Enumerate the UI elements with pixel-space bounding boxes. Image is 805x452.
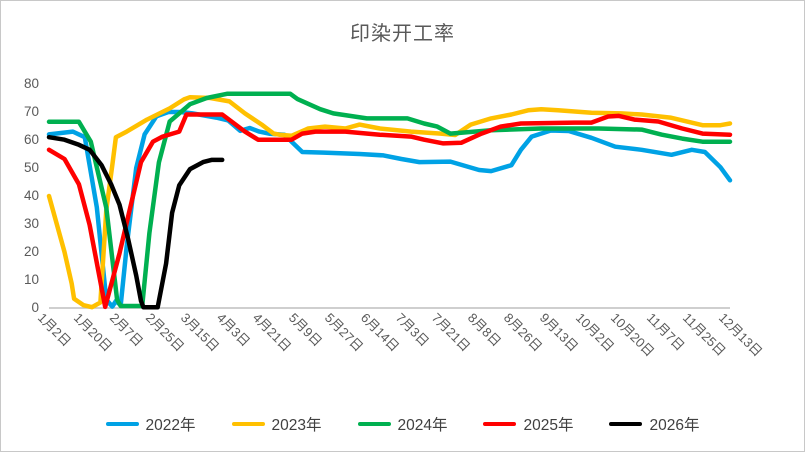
legend-label: 2026年 xyxy=(649,417,700,434)
y-axis-label: 50 xyxy=(23,160,39,175)
y-axis-label: 20 xyxy=(23,244,39,259)
legend: 2022年 2023年 2024年 2025年 2026年 xyxy=(1,408,804,440)
y-axis-label: 70 xyxy=(23,104,39,119)
legend-label: 2022年 xyxy=(145,417,196,434)
series-line-2026年 xyxy=(46,134,225,310)
y-axis-label: 80 xyxy=(23,76,39,91)
legend-item-2022年: 2022年 xyxy=(105,413,196,435)
legend-item-2026年: 2026年 xyxy=(609,413,699,435)
legend-label: 2025年 xyxy=(523,417,574,434)
legend-label: 2024年 xyxy=(397,417,448,434)
legend-item-2024年: 2024年 xyxy=(357,413,448,435)
legend-item-2025年: 2025年 xyxy=(483,413,573,435)
legend-swatch xyxy=(483,421,517,427)
chart-title: 印染开工率 xyxy=(350,23,455,45)
y-axis-label: 30 xyxy=(23,216,39,231)
legend-swatch xyxy=(609,421,643,427)
legend-label: 2023年 xyxy=(271,417,322,434)
legend-swatch xyxy=(357,421,391,427)
y-axis-label: 0 xyxy=(31,300,39,315)
y-axis-label: 10 xyxy=(23,272,39,287)
y-axis-label: 40 xyxy=(23,188,39,203)
series-line-2025年 xyxy=(46,112,733,310)
legend-item-2023年: 2023年 xyxy=(231,413,322,435)
series-line-2024年 xyxy=(46,91,733,309)
legend-swatch xyxy=(105,421,139,427)
y-axis-label: 60 xyxy=(23,132,39,147)
legend-swatch xyxy=(231,421,265,427)
